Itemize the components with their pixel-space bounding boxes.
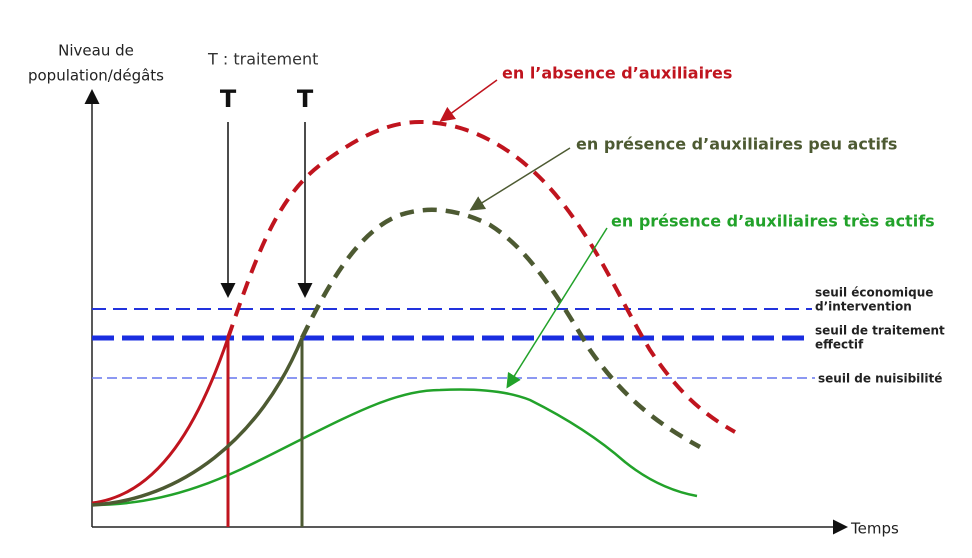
treatment-label: T	[297, 85, 314, 113]
threshold-label: seuil économique	[815, 286, 933, 300]
curve	[91, 388, 698, 507]
curve	[91, 337, 304, 507]
threshold-label: seuil de nuisibilité	[818, 372, 942, 386]
curve	[91, 337, 230, 505]
threshold-label: seuil de traitement	[815, 324, 945, 338]
threshold-label: d’intervention	[815, 300, 912, 314]
pointer	[439, 79, 498, 122]
x-axis-label: Temps	[850, 520, 899, 538]
pointer	[469, 147, 571, 211]
y-axis-label: population/dégâts	[28, 67, 164, 85]
curve	[226, 119, 736, 434]
curve-label: en l’absence d’auxiliaires	[502, 64, 732, 83]
curve	[299, 207, 702, 449]
legend-note: T : traitement	[207, 50, 318, 69]
treatment-label: T	[220, 85, 237, 113]
y-axis-label: Niveau de	[58, 42, 134, 60]
curve-label: en présence d’auxiliaires peu actifs	[576, 135, 897, 154]
pointer	[506, 227, 608, 389]
curve-label: en présence d’auxiliaires très actifs	[611, 212, 935, 231]
threshold-label: effectif	[815, 338, 864, 352]
